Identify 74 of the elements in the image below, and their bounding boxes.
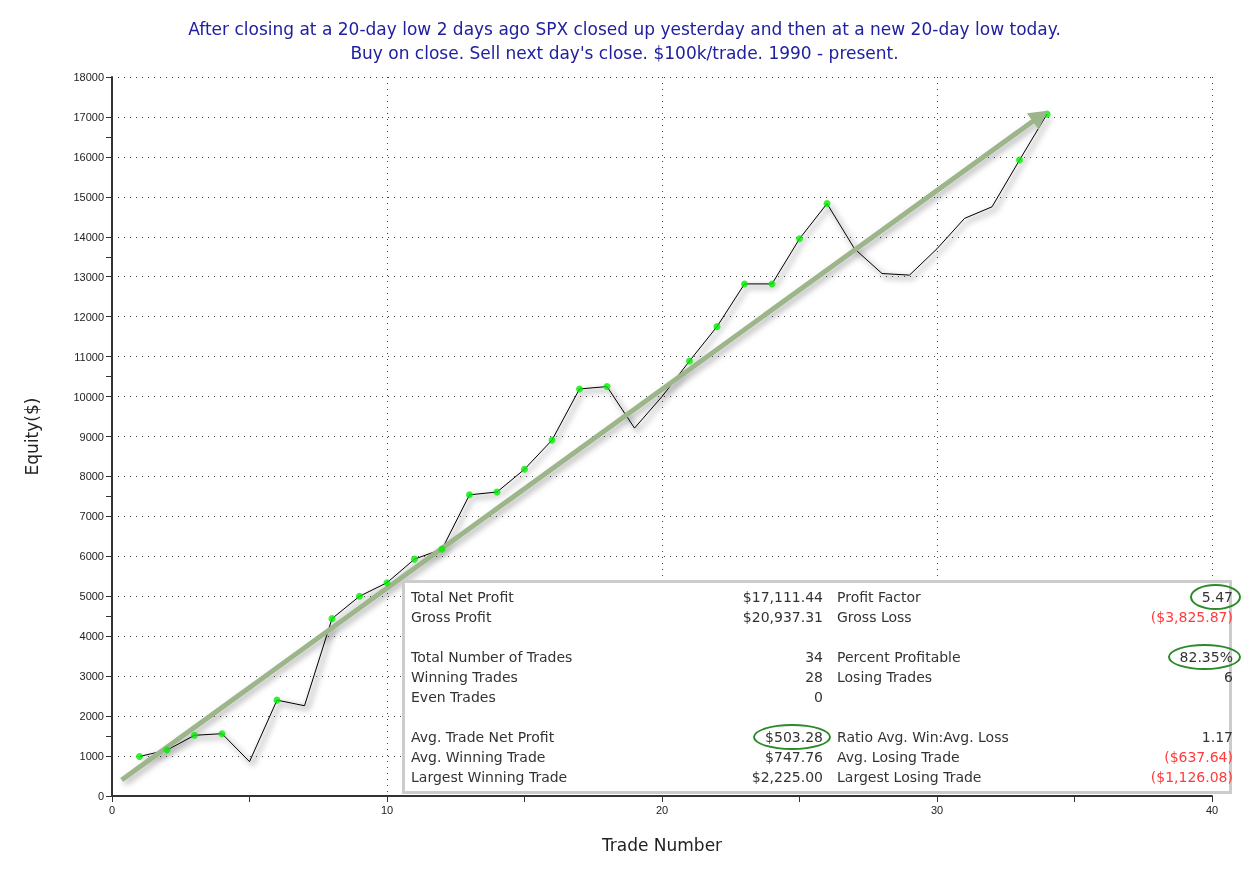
y-tick-label: 5000 [79,590,104,603]
y-tick-label: 3000 [79,670,104,683]
annotation: Profit Factor [837,589,921,605]
annotation: Total Net Profit [411,589,514,605]
point [383,579,391,587]
x-tick-label: 20 [655,803,669,816]
y-tick-label: 13000 [73,270,104,283]
point [823,200,831,208]
point [603,383,611,391]
annotation: 28 [805,669,823,685]
y-tick-label: 8000 [79,470,104,483]
point [218,730,226,738]
x-tick-label: 0 [108,803,116,816]
annotation: $503.28 [765,729,823,745]
y-tick-label: 11000 [74,350,104,363]
annotation: 82.35% [1179,649,1233,665]
annotation: ($637.64) [1164,749,1233,765]
annotation: Avg. Winning Trade [411,749,546,765]
point [136,752,143,760]
y-tick-label: 4000 [79,630,104,643]
x-axis-title: Trade Number [600,834,723,855]
y-tick-label: 9000 [79,430,104,443]
point [741,280,748,288]
point [1016,156,1023,164]
point [328,615,336,623]
point [576,385,583,393]
x-tick-label: 40 [1205,803,1219,816]
y-tick-label: 2000 [79,710,104,723]
annotation: 5.47 [1201,589,1233,605]
annotation: Gross Loss [837,609,912,625]
x-tick-label: 10 [380,803,394,816]
y-tick-label: 0 [97,790,104,802]
y-tick-label: 17000 [73,110,104,123]
annotation: Total Number of Trades [411,649,573,665]
text: 6 [1224,669,1233,685]
point [191,731,198,739]
annotation: 1.17 [1201,729,1233,745]
point [356,592,363,600]
annotation: $2,225.00 [751,769,823,785]
annotation: 34 [805,649,823,665]
annotation: Largest Winning Trade [411,769,568,785]
point [713,323,721,331]
y-tick-label: 1000 [79,750,104,763]
point [796,235,803,243]
annotation: Winning Trades [411,669,518,685]
y-tick-label: 15000 [73,190,104,203]
x-tick-label: 30 [930,803,944,816]
y-tick-label: 6000 [79,550,104,563]
y-tick-label: 7000 [79,510,104,523]
point [686,357,693,365]
annotation: Gross Profit [411,609,492,625]
annotation: Even Trades [411,689,496,705]
y-tick-label: 12000 [73,310,104,323]
annotation: ($1,126.08) [1150,769,1233,785]
annotation: Avg. Trade Net Profit [411,729,555,745]
annotation: Avg. Losing Trade [837,749,960,765]
y-axis-title: Equity($) [21,397,42,476]
annotation: ($3,825.87) [1150,609,1233,625]
annotation: $747.76 [765,749,823,765]
annotation: Losing Trades [837,669,933,685]
y-tick-label: 16000 [73,150,104,163]
annotation: $17,111.44 [742,589,823,605]
y-tick-label: 18000 [73,71,104,83]
annotation: Largest Losing Trade [837,769,982,785]
annotation: Percent Profitable [837,649,961,665]
annotation: $20,937.31 [742,609,823,625]
y-tick-label: 10000 [73,390,104,403]
annotation: Ratio Avg. Win:Avg. Loss [837,729,1009,745]
point [521,465,528,473]
y-tick-label: 14000 [73,230,104,243]
annotation: 0 [814,689,823,705]
chart-title: After closing at a 20-day low 2 days ago SPX closed up yesterday and then at a new 20-day low today. Buy on close. Sell next day's close. $100k/trade. 1990 - present. [188,19,1061,63]
point [411,555,418,563]
point [466,491,473,499]
